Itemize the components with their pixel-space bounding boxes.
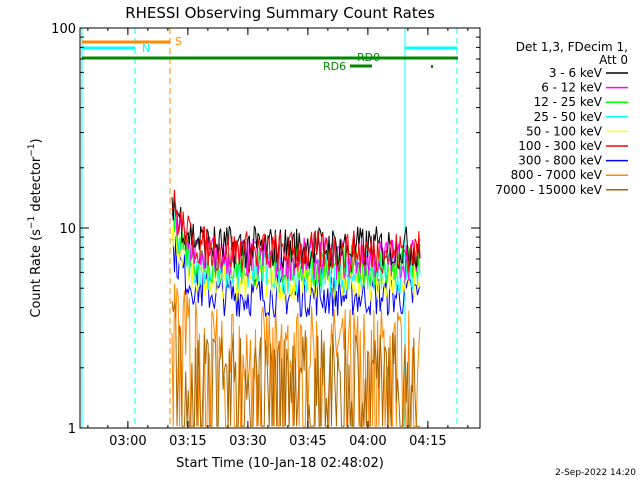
series-100-300-kev [171,189,421,274]
axis-layer: 03:00 03:15 03:30 03:45 04:00 04:15 1 10 100 [51,22,480,449]
x-tick-label: 03:30 [229,434,266,449]
legend-entry-label: 7000 - 15000 keV [495,183,602,197]
rd6-dot [431,65,433,68]
night-label: N [142,42,150,55]
y-tick-label: 1 [68,422,76,437]
saa-label: S [175,35,182,48]
x-tick-label: 04:15 [409,434,446,449]
legend-entry-label: 3 - 6 keV [549,66,603,80]
legend-entry-label: 300 - 800 keV [518,154,602,168]
legend-header-line-2: Att 0 [599,53,628,67]
y-axis-label: Count Rate (s−1 detector−1) [27,138,44,317]
y-tick-label: 100 [51,22,76,37]
legend-entry-label: 25 - 50 keV [534,110,603,124]
legend-entry-label: 12 - 25 keV [534,95,603,109]
chart-title: RHESSI Observing Summary Count Rates [125,4,435,22]
x-tick-label: 03:45 [289,434,326,449]
footer-timestamp: 2-Sep-2022 14:20 [555,468,636,478]
legend-entry-label: 800 - 7000 keV [511,168,603,182]
series-line [171,283,421,427]
x-tick-label: 04:00 [349,434,386,449]
x-tick-label: 03:15 [169,434,206,449]
series-line [171,301,420,427]
series-800-7000-kev [171,283,421,427]
series-7000-15000-kev [171,301,420,427]
y-tick-label: 10 [59,222,76,237]
legend-entry-label: 100 - 300 keV [518,139,602,153]
x-tick-label: 03:00 [109,434,146,449]
rd0-label: RD0 [357,51,380,64]
data-layer: S N RD0 RD6 [81,28,458,428]
legend-header-line-1: Det 1,3, FDecim 1, [516,40,628,54]
legend-entry-label: 50 - 100 keV [526,124,603,138]
series-line [171,197,421,270]
rd6-label: RD6 [323,60,346,73]
series-3-6-kev [171,197,421,270]
legend-entry-label: 6 - 12 keV [541,81,603,95]
series-line [171,189,421,274]
x-axis-label: Start Time (10-Jan-18 02:48:02) [176,456,384,471]
